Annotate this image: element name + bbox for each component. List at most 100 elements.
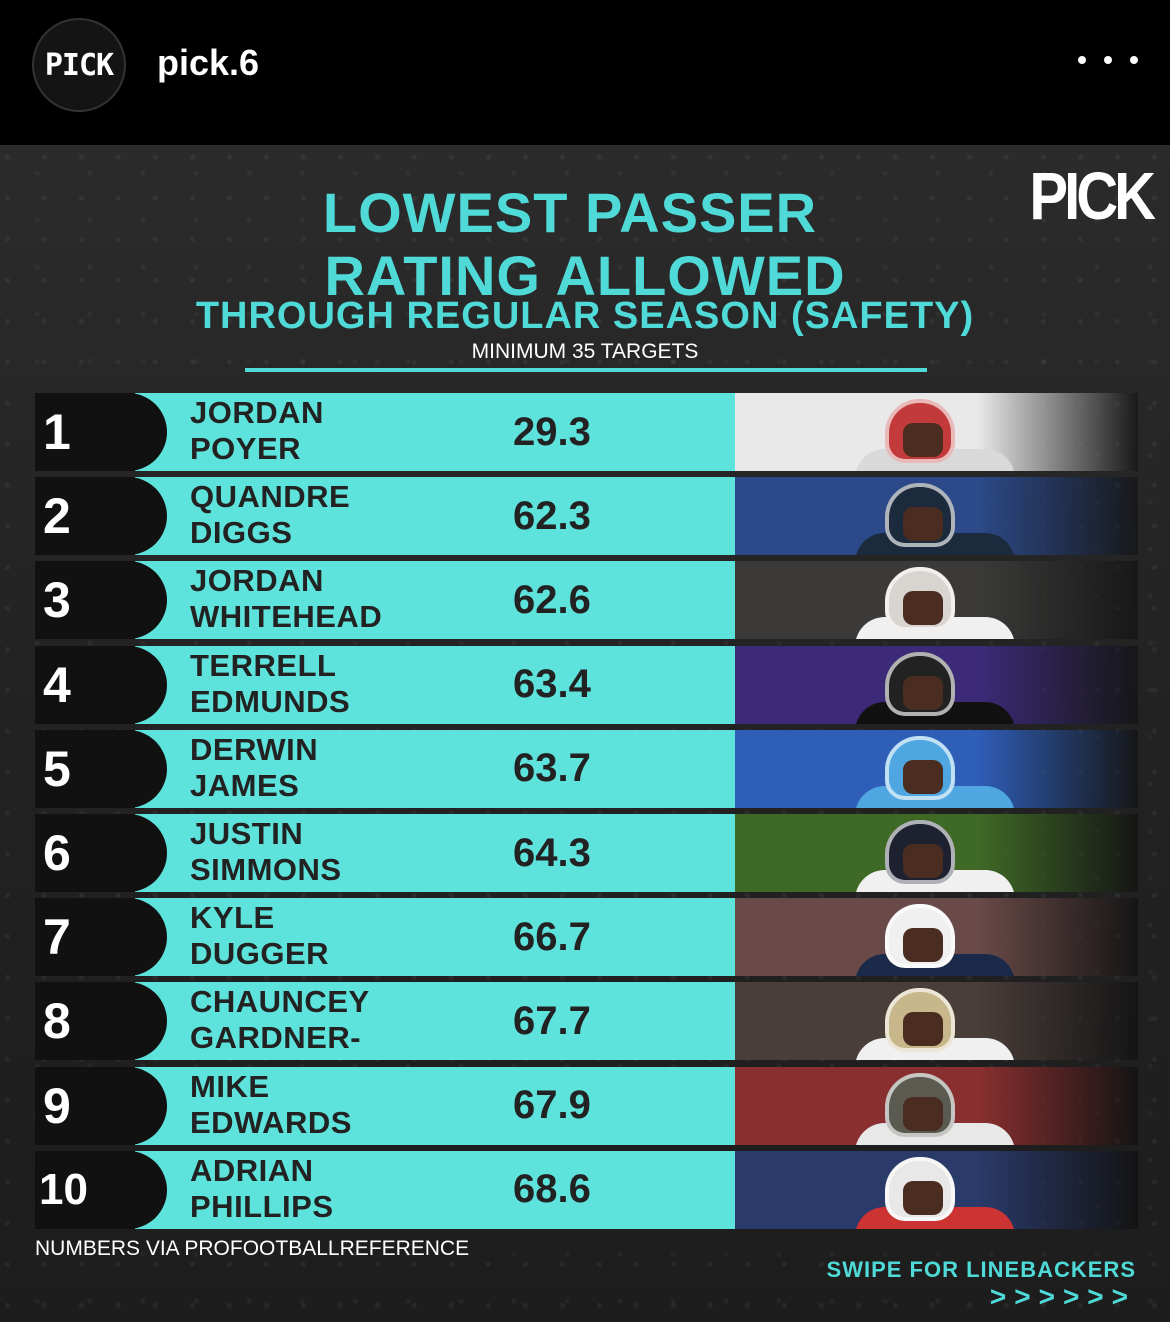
player-name: JORDAN POYER: [190, 395, 324, 467]
passer-rating: 68.6: [513, 1167, 591, 1212]
passer-rating: 63.4: [513, 662, 591, 707]
swipe-prompt: SWIPE FOR LINEBACKERS: [826, 1257, 1136, 1282]
player-first-name: DERWIN: [190, 731, 319, 767]
player-face: [903, 591, 943, 626]
player-first-name: CHAUNCEY: [190, 984, 370, 1020]
player-name: TERRELL EDMUNDS: [190, 648, 350, 720]
row-notch: [105, 729, 167, 808]
player-face: [903, 1012, 943, 1047]
player-photo: [735, 393, 1138, 471]
row-bar: [105, 645, 770, 724]
row-bar: [105, 561, 770, 640]
title-line-1: LOWEST PASSER: [322, 181, 818, 244]
player-face: [903, 1180, 943, 1215]
passer-rating: 29.3: [513, 409, 591, 454]
brand-logo: PICK: [1029, 159, 1156, 234]
player-last-name: WHITEHEAD: [190, 599, 383, 635]
player-photo: [735, 1150, 1138, 1229]
username-link[interactable]: pick.6: [157, 42, 260, 83]
more-options-icon[interactable]: [1078, 40, 1138, 80]
player-last-name: JAMES: [190, 767, 300, 803]
ranking-row: 7 KYLE DUGGER 66.7: [35, 898, 1138, 977]
subtitle: MINIMUM 35 TARGETS: [471, 340, 699, 363]
player-last-name: SIMMONS: [190, 852, 342, 887]
row-bar: [105, 814, 770, 892]
player-name: DERWIN JAMES: [190, 732, 318, 804]
post-header: PICK pick.6: [0, 0, 1170, 145]
player-face: [903, 759, 943, 794]
avatar[interactable]: PICK: [32, 18, 126, 112]
player-face: [903, 928, 943, 963]
row-notch: [105, 982, 167, 1061]
player-face: [903, 507, 943, 542]
ranking-row: 2 QUANDRE DIGGS 62.3: [35, 477, 1138, 556]
player-last-name: EDMUNDS: [190, 683, 351, 719]
ranking-row: 5 DERWIN JAMES 63.7: [35, 729, 1138, 808]
player-photo: [735, 814, 1138, 892]
title-line-2: RATING ALLOWED: [324, 244, 846, 307]
player-face: [903, 844, 943, 878]
row-bar: [105, 1150, 770, 1229]
player-name: KYLE DUGGER: [190, 900, 329, 972]
row-notch: [105, 1150, 167, 1229]
player-first-name: QUANDRE: [190, 479, 351, 515]
player-name: MIKE EDWARDS: [190, 1069, 352, 1141]
player-first-name: ADRIAN: [190, 1152, 314, 1188]
player-last-name: EDWARDS: [190, 1104, 352, 1140]
player-photo: [735, 561, 1138, 640]
row-bar: [105, 898, 770, 977]
row-bar: [105, 982, 770, 1061]
player-photo: [735, 898, 1138, 977]
title-underline: [245, 368, 927, 372]
ranking-row: 6 JUSTIN SIMMONS 64.3: [35, 814, 1138, 892]
player-name: CHAUNCEY GARDNER-: [190, 984, 370, 1056]
player-face: [903, 1096, 943, 1131]
player-photo: [735, 1066, 1138, 1145]
ranking-row: 3 JORDAN WHITEHEAD 62.6: [35, 561, 1138, 640]
player-name: JORDAN WHITEHEAD: [190, 563, 382, 635]
swipe-arrows: >>>>>>: [989, 1281, 1136, 1312]
player-face: [903, 423, 943, 457]
player-photo: [735, 477, 1138, 556]
player-face: [903, 675, 943, 710]
player-first-name: TERRELL: [190, 647, 337, 683]
row-notch: [105, 393, 167, 471]
source-note: NUMBERS VIA PROFOOTBALLREFERENCE: [35, 1237, 470, 1260]
row-bar: [105, 477, 770, 556]
row-notch: [105, 1066, 167, 1145]
row-notch: [105, 477, 167, 556]
passer-rating: 62.6: [513, 577, 591, 622]
title-line-3: THROUGH REGULAR SEASON (SAFETY): [195, 295, 975, 337]
player-last-name: DIGGS: [190, 515, 293, 551]
ranking-row: 1 JORDAN POYER 29.3: [35, 393, 1138, 471]
passer-rating: 66.7: [513, 914, 591, 959]
row-bar: [105, 1066, 770, 1145]
player-photo: [735, 645, 1138, 724]
row-notch: [105, 814, 167, 892]
player-first-name: MIKE: [190, 1068, 270, 1104]
row-notch: [105, 561, 167, 640]
player-photo: [735, 982, 1138, 1061]
player-first-name: JORDAN: [190, 563, 324, 599]
row-notch: [105, 645, 167, 724]
row-notch: [105, 898, 167, 977]
player-name: JUSTIN SIMMONS: [190, 816, 342, 888]
row-bar: [105, 393, 770, 471]
player-name: ADRIAN PHILLIPS: [190, 1153, 334, 1225]
passer-rating: 64.3: [513, 830, 591, 875]
player-first-name: JORDAN: [190, 395, 324, 430]
row-bar: [105, 729, 770, 808]
ranking-row: 8 CHAUNCEY GARDNER- 67.7: [35, 982, 1138, 1061]
player-first-name: KYLE: [190, 900, 275, 936]
player-last-name: PHILLIPS: [190, 1188, 334, 1224]
post-image: PICK LOWEST PASSER RATING ALLOWED THROUG…: [0, 145, 1170, 1322]
player-last-name: GARDNER-: [190, 1020, 362, 1056]
player-photo: [735, 729, 1138, 808]
player-name: QUANDRE DIGGS: [190, 479, 350, 551]
passer-rating: 62.3: [513, 493, 591, 538]
ranking-row: 10 ADRIAN PHILLIPS 68.6: [35, 1150, 1138, 1229]
player-last-name: DUGGER: [190, 936, 330, 972]
ranking-row: 4 TERRELL EDMUNDS 63.4: [35, 645, 1138, 724]
ranking-row: 9 MIKE EDWARDS 67.9: [35, 1066, 1138, 1145]
passer-rating: 63.7: [513, 746, 591, 791]
